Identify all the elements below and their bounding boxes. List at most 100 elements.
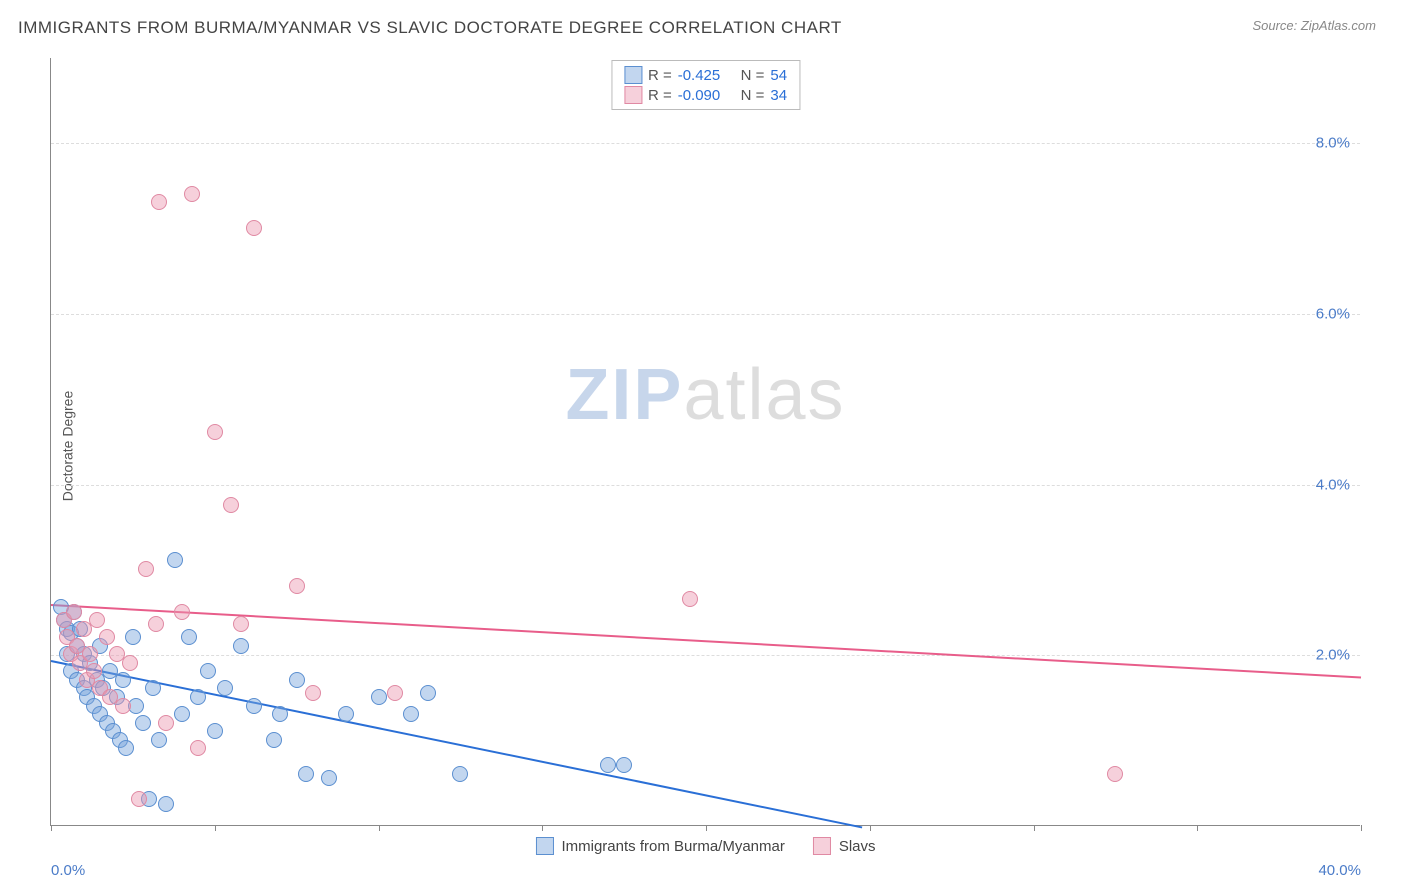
watermark: ZIPatlas (565, 354, 845, 436)
data-point (122, 655, 138, 671)
data-point (167, 552, 183, 568)
data-point (233, 616, 249, 632)
legend-bottom-swatch-1 (813, 837, 831, 855)
data-point (305, 685, 321, 701)
data-point (452, 766, 468, 782)
data-point (184, 186, 200, 202)
data-point (151, 194, 167, 210)
x-tick (1361, 825, 1362, 831)
data-point (420, 685, 436, 701)
data-point (148, 616, 164, 632)
data-point (246, 220, 262, 236)
data-point (289, 672, 305, 688)
legend-label-0: Immigrants from Burma/Myanmar (561, 838, 784, 855)
data-point (89, 612, 105, 628)
data-point (371, 689, 387, 705)
data-point (115, 672, 131, 688)
data-point (266, 732, 282, 748)
data-point (321, 770, 337, 786)
data-point (174, 706, 190, 722)
header-bar: IMMIGRANTS FROM BURMA/MYANMAR VS SLAVIC … (0, 0, 1406, 48)
gridline-h (51, 485, 1360, 486)
data-point (125, 629, 141, 645)
y-tick-label: 6.0% (1316, 306, 1350, 323)
data-point (246, 698, 262, 714)
data-point (158, 715, 174, 731)
data-point (181, 629, 197, 645)
correlation-legend: R = -0.425 N = 54 R = -0.090 N = 34 (611, 60, 800, 110)
watermark-bold: ZIP (565, 355, 683, 435)
data-point (403, 706, 419, 722)
data-point (174, 604, 190, 620)
y-tick-label: 2.0% (1316, 647, 1350, 664)
data-point (115, 698, 131, 714)
r-value-1: -0.090 (678, 87, 721, 104)
x-tick (51, 825, 52, 831)
data-point (600, 757, 616, 773)
r-value-0: -0.425 (678, 67, 721, 84)
x-tick (379, 825, 380, 831)
x-tick (215, 825, 216, 831)
x-tick-label: 0.0% (51, 862, 85, 879)
data-point (190, 689, 206, 705)
n-label-1: N = (741, 87, 765, 104)
legend-row-series-1: R = -0.090 N = 34 (624, 85, 787, 105)
data-point (217, 680, 233, 696)
data-point (99, 629, 115, 645)
chart-title: IMMIGRANTS FROM BURMA/MYANMAR VS SLAVIC … (18, 18, 842, 38)
gridline-h (51, 314, 1360, 315)
source-name: ZipAtlas.com (1301, 18, 1376, 33)
data-point (682, 591, 698, 607)
data-point (223, 497, 239, 513)
data-point (131, 791, 147, 807)
data-point (289, 578, 305, 594)
source-attribution: Source: ZipAtlas.com (1252, 18, 1376, 33)
legend-item-1: Slavs (813, 837, 876, 855)
scatter-chart: ZIPatlas R = -0.425 N = 54 R = -0.090 N … (50, 58, 1360, 826)
x-tick (1197, 825, 1198, 831)
data-point (86, 663, 102, 679)
x-tick-label: 40.0% (1318, 862, 1361, 879)
legend-bottom-swatch-0 (535, 837, 553, 855)
gridline-h (51, 655, 1360, 656)
data-point (151, 732, 167, 748)
data-point (338, 706, 354, 722)
data-point (200, 663, 216, 679)
data-point (135, 715, 151, 731)
r-label-0: R = (648, 67, 672, 84)
data-point (82, 646, 98, 662)
data-point (616, 757, 632, 773)
legend-item-0: Immigrants from Burma/Myanmar (535, 837, 784, 855)
watermark-light: atlas (683, 355, 845, 435)
source-prefix: Source: (1252, 18, 1300, 33)
data-point (233, 638, 249, 654)
data-point (118, 740, 134, 756)
legend-swatch-1 (624, 86, 642, 104)
x-tick (706, 825, 707, 831)
data-point (158, 796, 174, 812)
data-point (207, 723, 223, 739)
r-label-1: R = (648, 87, 672, 104)
gridline-h (51, 143, 1360, 144)
data-point (190, 740, 206, 756)
n-label-0: N = (741, 67, 765, 84)
data-point (272, 706, 288, 722)
x-tick (870, 825, 871, 831)
y-tick-label: 4.0% (1316, 476, 1350, 493)
legend-label-1: Slavs (839, 838, 876, 855)
n-value-0: 54 (770, 67, 787, 84)
data-point (387, 685, 403, 701)
data-point (298, 766, 314, 782)
x-tick (1034, 825, 1035, 831)
data-point (145, 680, 161, 696)
x-tick (542, 825, 543, 831)
legend-swatch-0 (624, 66, 642, 84)
data-point (207, 424, 223, 440)
n-value-1: 34 (770, 87, 787, 104)
data-point (1107, 766, 1123, 782)
data-point (66, 604, 82, 620)
y-tick-label: 8.0% (1316, 135, 1350, 152)
data-point (138, 561, 154, 577)
legend-row-series-0: R = -0.425 N = 54 (624, 65, 787, 85)
series-legend: Immigrants from Burma/Myanmar Slavs (535, 837, 875, 855)
